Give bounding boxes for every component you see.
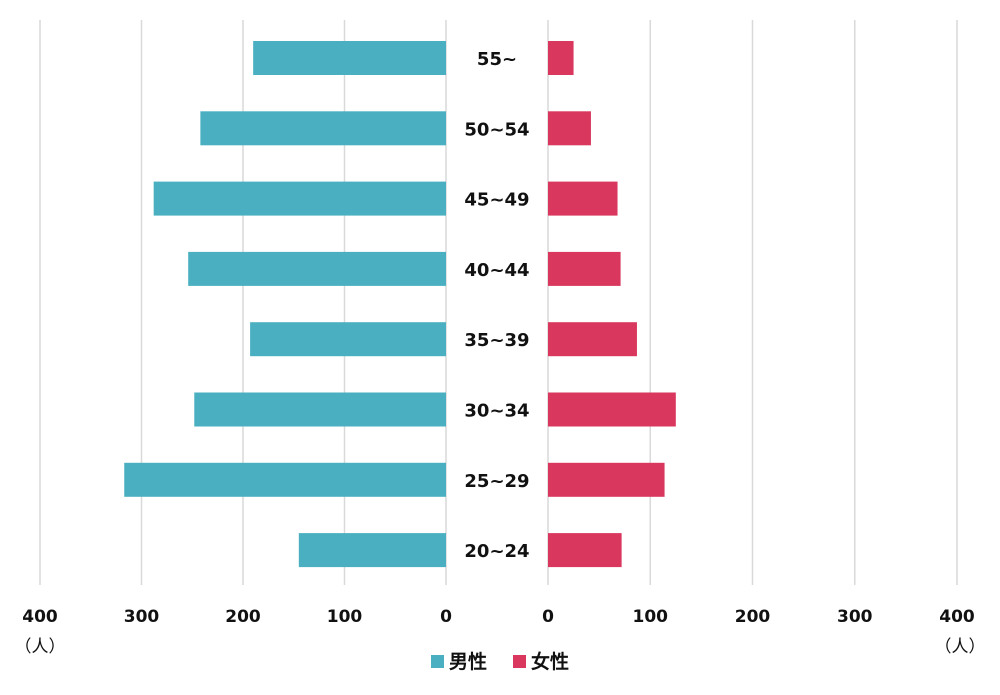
category-label: 40~44 xyxy=(464,260,529,281)
category-label: 50~54 xyxy=(464,119,529,140)
x-tick-label-left: 400 xyxy=(22,607,58,627)
bars xyxy=(124,41,676,568)
category-label: 35~39 xyxy=(464,330,529,351)
x-tick-label-left: 100 xyxy=(327,607,363,627)
category-label: 30~34 xyxy=(464,401,529,422)
x-tick-label-left: 300 xyxy=(124,607,160,627)
legend-item-female: 女性 xyxy=(513,650,569,673)
legend: 男性 女性 xyxy=(431,650,569,673)
x-tick-label-left: 0 xyxy=(440,607,452,627)
x-tick-label-right: 0 xyxy=(542,607,554,627)
bar-female xyxy=(548,533,622,568)
legend-item-male: 男性 xyxy=(431,650,487,673)
bar-male xyxy=(253,41,446,75)
unit-label-right: （人） xyxy=(935,637,986,657)
category-label: 45~49 xyxy=(464,190,529,211)
category-label: 25~29 xyxy=(464,471,529,492)
x-tick-label-right: 200 xyxy=(735,607,771,627)
bar-female xyxy=(548,462,665,497)
bar-female xyxy=(548,251,621,286)
bar-male xyxy=(194,392,446,427)
legend-swatch-female xyxy=(513,655,526,668)
bar-male xyxy=(124,462,447,497)
bar-female xyxy=(548,111,591,146)
gridlines xyxy=(39,20,958,585)
bar-female xyxy=(548,392,676,427)
category-label: 55~ xyxy=(477,49,517,70)
x-tick-label-right: 100 xyxy=(633,607,669,627)
bar-female xyxy=(548,41,574,75)
bar-male xyxy=(250,322,446,357)
bar-female xyxy=(548,322,637,357)
x-tick-label-left: 200 xyxy=(225,607,261,627)
x-tick-label-right: 400 xyxy=(939,607,975,627)
legend-label-female: 女性 xyxy=(531,650,569,673)
bar-female xyxy=(548,181,618,216)
legend-swatch-male xyxy=(431,655,444,668)
bar-male xyxy=(200,111,446,146)
x-tick-label-right: 300 xyxy=(837,607,873,627)
category-labels: 55~ 50~54 45~49 40~44 35~39 30~34 25~29 20~24 xyxy=(464,49,529,562)
category-label: 20~24 xyxy=(464,541,529,562)
legend-label-male: 男性 xyxy=(449,650,487,673)
bar-male xyxy=(298,533,446,568)
bar-male xyxy=(153,181,446,216)
x-axis-ticks: 400 400 300 300 200 200 100 100 0 0 xyxy=(22,607,975,627)
unit-label-left: （人） xyxy=(15,637,66,657)
bar-male xyxy=(188,251,446,286)
